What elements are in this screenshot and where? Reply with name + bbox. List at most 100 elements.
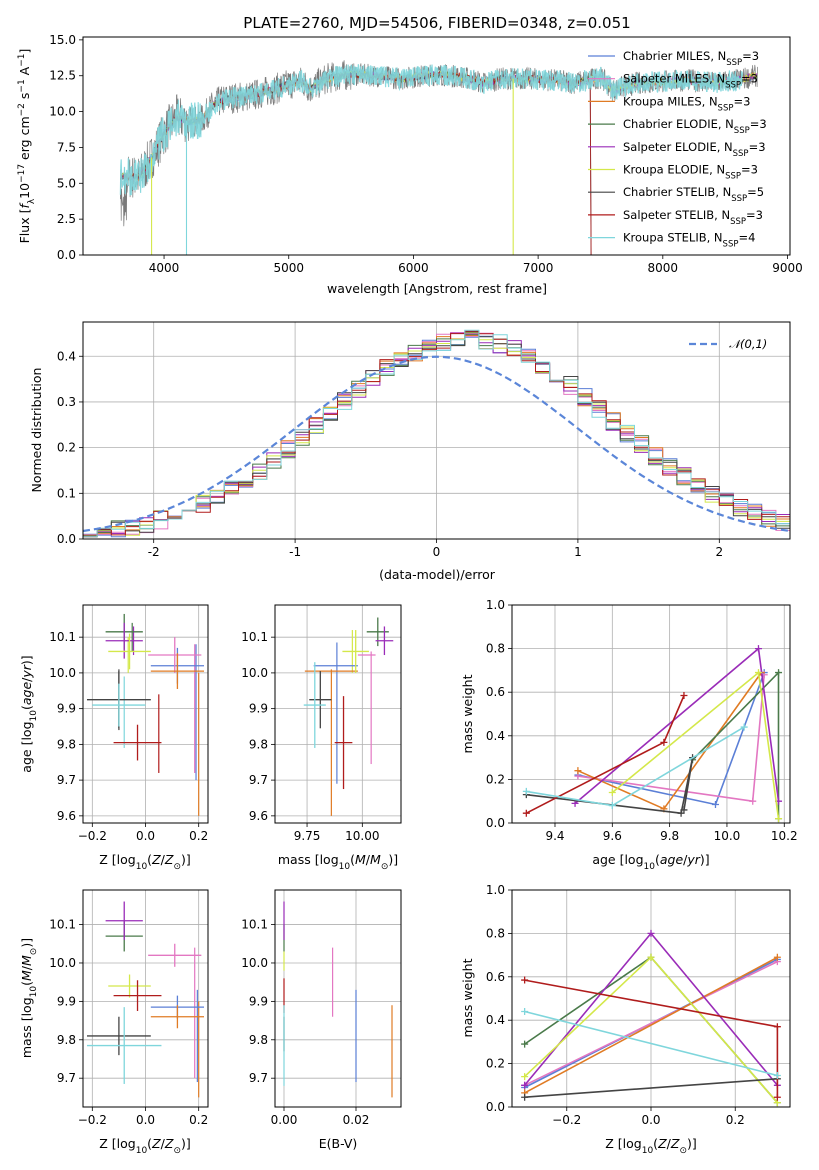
y-tick-label: 10.0 (49, 956, 76, 970)
data-point (647, 953, 655, 961)
y-tick-label: 9.8 (57, 1033, 76, 1047)
chart-mass_vs_Z: −0.2 0.0 0.2 9.7 9.8 9.9 10.0 10.1 Z [log10(Z/Z⊙… (19, 889, 209, 1156)
data-point (608, 788, 616, 796)
y-tick-label: 0.4 (486, 1013, 505, 1027)
x-tick-label: −0.2 (78, 829, 107, 843)
model-spectrum (119, 70, 592, 255)
y-tick-label: 10.1 (49, 918, 76, 932)
y-axis-label: mass weight (460, 958, 475, 1037)
x-tick-label: 2 (715, 545, 723, 559)
axes-frame (274, 604, 402, 824)
data-point (521, 1081, 529, 1089)
x-tick-label: 4000 (149, 261, 180, 275)
data-point (680, 806, 688, 814)
observed-spectrum (120, 60, 758, 227)
y-tick-label: 15.0 (49, 33, 76, 47)
y-axis-label: mass weight (460, 674, 475, 753)
x-tick-label: 0.02 (343, 1113, 370, 1127)
y-tick-label: 9.7 (57, 773, 76, 787)
y-tick-label: 9.8 (249, 1033, 268, 1047)
legend-entry: Salpeter ELODIE, NSSP=3 (623, 140, 766, 159)
data-point (647, 929, 655, 937)
x-tick-label: 10.2 (771, 829, 798, 843)
legend-entry: Kroupa STELIB, NSSP=4 (623, 231, 755, 250)
legend-entry: Salpeter STELIB, NSSP=3 (623, 208, 763, 227)
y-tick-label: 9.7 (249, 773, 268, 787)
x-axis-label: wavelength [Angstrom, rest frame] (327, 281, 547, 296)
legend-entry: 𝒩(0,1) (729, 337, 767, 351)
axes-frame (511, 604, 791, 824)
y-tick-label: 10.1 (49, 630, 76, 644)
chart-age_vs_mass: 9.75 10.00 9.6 9.7 9.8 9.9 10.0 10.1 mass [log10… (241, 604, 402, 872)
series-line (692, 670, 780, 819)
x-tick-label: 0.0 (136, 1113, 155, 1127)
series-line (526, 726, 745, 807)
x-axis-label: mass [log10(M/M⊙)] (278, 852, 398, 872)
axes-frame (82, 36, 791, 256)
x-tick-label: -1 (289, 545, 301, 559)
axes-frame (511, 889, 791, 1108)
legend-entry: Kroupa MILES, NSSP=3 (623, 94, 750, 113)
x-tick-label: 8000 (648, 261, 679, 275)
y-tick-label: 0.0 (486, 1100, 505, 1114)
y-tick-label: 9.9 (57, 702, 76, 716)
axes-frame (82, 604, 209, 824)
plot-area (119, 60, 758, 255)
data-point (608, 802, 616, 810)
data-point (522, 787, 530, 795)
y-tick-label: 9.6 (57, 809, 76, 823)
data-point (773, 1023, 781, 1031)
x-tick-label: 9.75 (294, 829, 321, 843)
data-point (773, 953, 781, 961)
x-tick-label: 10.0 (714, 829, 741, 843)
x-tick-label: −0.2 (78, 1113, 107, 1127)
y-tick-label: 2.5 (57, 212, 76, 226)
x-tick-label: 0.2 (189, 829, 208, 843)
legend-entry: Salpeter MILES, NSSP=3 (623, 72, 758, 91)
model-spectrum (119, 64, 744, 196)
plot-area (283, 901, 393, 1098)
data-point (660, 738, 668, 746)
series-line (524, 1078, 778, 1098)
y-axis-label: mass [log10(M/M⊙)] (19, 938, 39, 1058)
data-point (754, 669, 762, 677)
y-tick-label: 10.0 (49, 666, 76, 680)
data-point (521, 976, 529, 984)
data-point (522, 809, 530, 817)
data-point (740, 723, 748, 731)
x-tick-label: −0.2 (552, 1113, 581, 1127)
x-axis-label: Z [log10(Z/Z⊙)] (605, 1136, 697, 1156)
y-axis-label: Normed distribution (29, 368, 44, 493)
data-point (773, 1093, 781, 1101)
data-point (775, 815, 783, 823)
series-line (524, 956, 778, 1094)
x-tick-label: 9.6 (603, 829, 622, 843)
legend-entry: Chabrier MILES, NSSP=3 (623, 49, 759, 68)
y-tick-label: 0.2 (486, 772, 505, 786)
plot-area (522, 645, 783, 823)
x-axis-label: E(B-V) (319, 1136, 358, 1151)
x-tick-label: 7000 (523, 261, 554, 275)
x-tick-label: 0.0 (641, 1113, 660, 1127)
y-tick-label: 0.4 (486, 729, 505, 743)
y-tick-label: 0.2 (57, 441, 76, 455)
chart-age_vs_Z: −0.2 0.0 0.2 9.6 9.7 9.8 9.9 10.0 10.1 Z [log10(Z… (19, 604, 209, 872)
plot-area (86, 901, 205, 1098)
x-axis-label: Z [log10(Z/Z⊙)] (99, 1136, 191, 1156)
chart-spectrum: 4000 5000 6000 7000 8000 9000 0.0 2.5 5.0 7.5 10.0… (17, 33, 803, 296)
data-point (521, 1040, 529, 1048)
x-tick-label: 0.00 (271, 1113, 298, 1127)
page-title: PLATE=2760, MJD=54506, FIBERID=0348, z=0… (243, 14, 630, 32)
data-point (749, 797, 757, 805)
y-tick-label: 12.5 (49, 69, 76, 83)
y-tick-label: 0.3 (57, 395, 76, 409)
x-tick-label: 1 (574, 545, 582, 559)
data-point (754, 645, 762, 653)
x-tick-label: 0.2 (726, 1113, 745, 1127)
y-tick-label: 0.8 (486, 926, 505, 940)
series-line (524, 1010, 778, 1077)
x-axis-label: age [log10(age/yr)] (592, 852, 709, 872)
y-axis-label: age [log10(age/yr)] (19, 655, 39, 772)
y-tick-label: 10.0 (241, 666, 268, 680)
axes-frame (82, 889, 209, 1108)
